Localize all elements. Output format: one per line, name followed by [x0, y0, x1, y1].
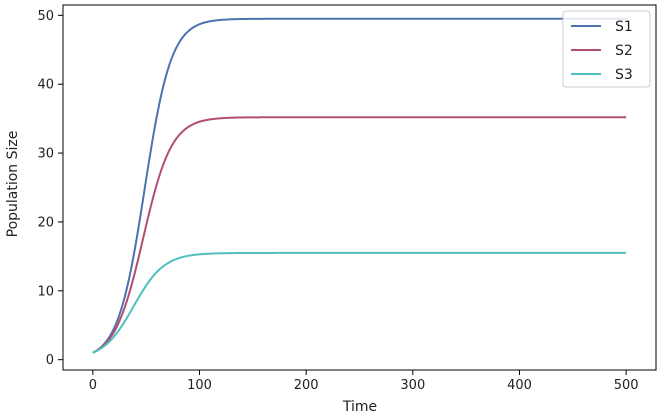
plot-area [92, 17, 627, 354]
series-line-s3 [92, 251, 627, 354]
x-tick-label-500: 500 [614, 378, 639, 393]
x-tick-label-0: 0 [89, 378, 97, 393]
y-tick-label-10: 10 [37, 284, 54, 299]
axes-frame [62, 4, 657, 371]
axes: 0 100 200 300 400 500 0 10 20 30 40 50 [37, 4, 657, 393]
x-tick-label-300: 300 [400, 378, 425, 393]
y-axis-label: Population Size [5, 131, 21, 238]
x-axis-label: Time [342, 399, 377, 415]
x-tick-label-200: 200 [294, 378, 319, 393]
y-tick-label-40: 40 [37, 78, 54, 93]
y-tick-label-30: 30 [37, 147, 54, 162]
legend-box [562, 10, 651, 88]
legend-label-s1: S1 [615, 19, 633, 35]
y-tick-label-0: 0 [46, 353, 54, 368]
legend: S1 S2 S3 [562, 10, 651, 88]
x-tick-label-100: 100 [187, 378, 212, 393]
y-tick-label-20: 20 [37, 215, 54, 230]
legend-label-s3: S3 [615, 67, 633, 83]
y-tick-label-50: 50 [37, 9, 54, 24]
series-line-s2 [92, 116, 627, 354]
x-tick-label-400: 400 [507, 378, 532, 393]
series-line-s1 [92, 17, 627, 354]
legend-label-s2: S2 [615, 43, 633, 59]
